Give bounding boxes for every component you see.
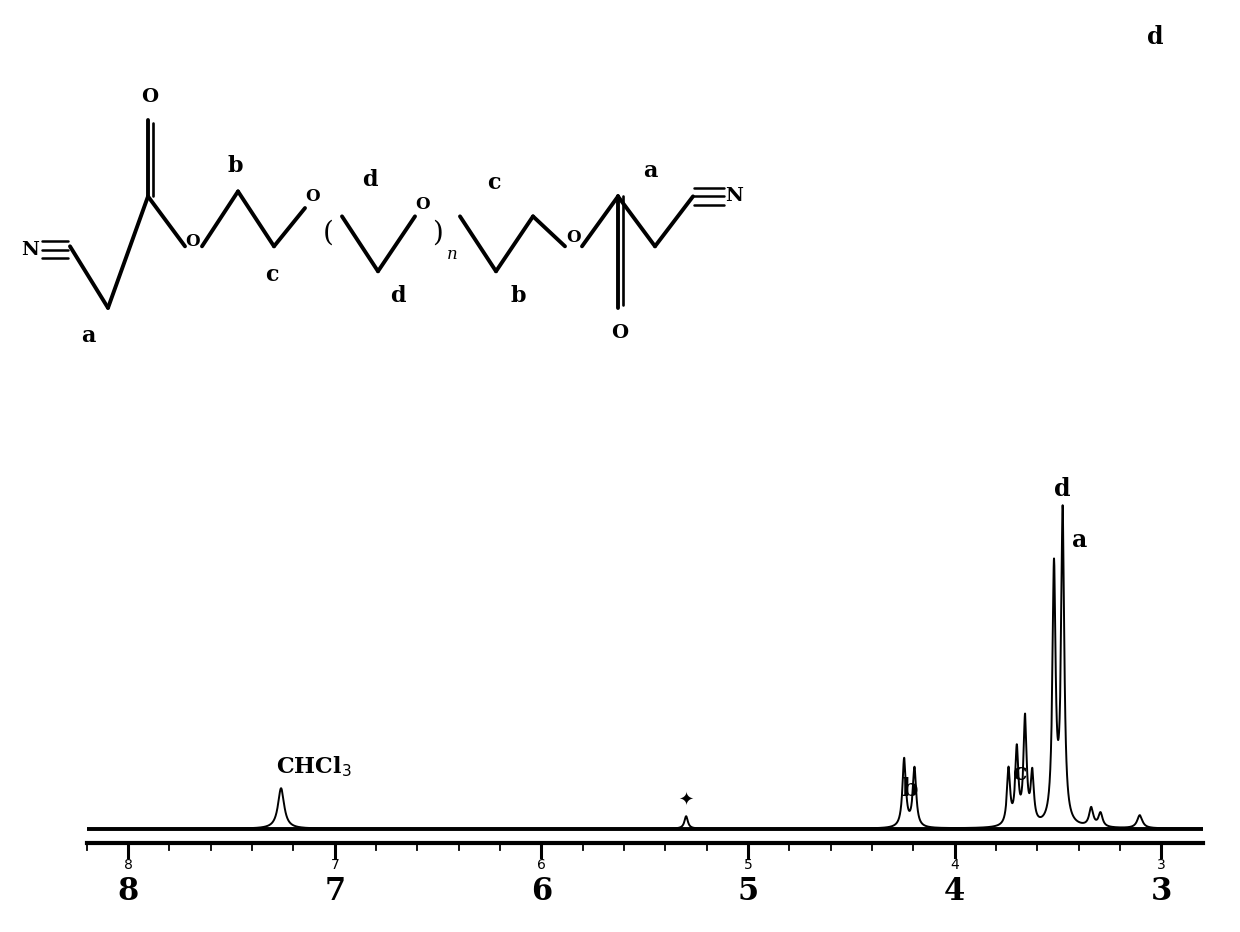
Text: b: b — [510, 285, 526, 308]
Text: a: a — [1073, 528, 1087, 552]
Text: O: O — [611, 323, 629, 342]
Text: ): ) — [433, 220, 444, 246]
Text: 7: 7 — [324, 876, 346, 907]
Text: b: b — [901, 777, 918, 802]
Text: O: O — [186, 233, 201, 250]
Text: 5: 5 — [738, 876, 759, 907]
Text: d: d — [362, 169, 378, 191]
Text: a: a — [642, 160, 657, 183]
Text: d: d — [1147, 24, 1163, 48]
Text: d: d — [1054, 477, 1071, 501]
Text: c: c — [265, 264, 279, 285]
Text: CHCl$_3$: CHCl$_3$ — [277, 754, 352, 778]
Text: 8: 8 — [118, 876, 139, 907]
Text: 3: 3 — [1151, 876, 1172, 907]
Text: c: c — [1013, 761, 1027, 785]
Text: N: N — [21, 240, 38, 259]
Text: 6: 6 — [531, 876, 552, 907]
Text: n: n — [446, 246, 458, 263]
Text: c: c — [487, 172, 501, 194]
Text: b: b — [227, 156, 243, 177]
Text: O: O — [306, 188, 320, 205]
Text: O: O — [567, 229, 582, 246]
Text: N: N — [725, 187, 743, 205]
Text: ✦: ✦ — [678, 792, 693, 810]
Text: (: ( — [322, 220, 334, 246]
Text: O: O — [141, 88, 159, 105]
Text: d: d — [391, 285, 405, 308]
Text: a: a — [81, 325, 95, 348]
Text: 4: 4 — [944, 876, 966, 907]
Text: O: O — [415, 197, 430, 213]
